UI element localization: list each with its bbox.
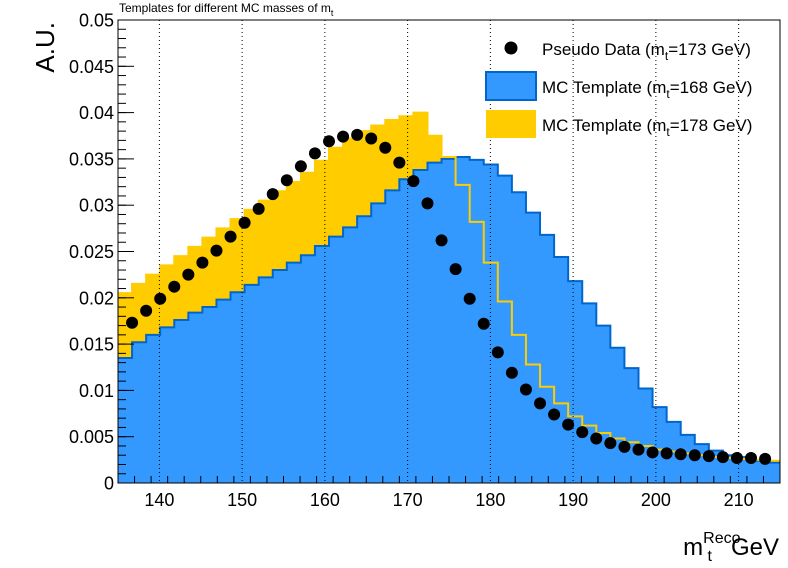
data-point — [688, 449, 701, 462]
x-tick-label: 180 — [475, 490, 505, 510]
data-point — [252, 202, 265, 215]
data-point — [519, 383, 532, 396]
data-point — [674, 448, 687, 461]
x-tick-label: 140 — [144, 490, 174, 510]
legend-marker-pseudo-data — [504, 41, 518, 55]
data-point — [407, 175, 420, 188]
x-tick-label: 190 — [558, 490, 588, 510]
data-point — [660, 447, 673, 460]
data-point — [308, 147, 321, 160]
data-point — [365, 132, 378, 145]
legend-entry-mc-168: MC Template (mt=168 GeV) — [485, 71, 752, 101]
y-tick-label: 0.04 — [79, 103, 114, 123]
data-point — [505, 366, 518, 379]
data-point — [337, 130, 350, 143]
legend-label-mc-178: MC Template (mt=178 GeV) — [542, 116, 752, 139]
data-point — [140, 304, 153, 317]
data-point — [224, 230, 237, 243]
data-point — [266, 188, 279, 201]
data-point — [576, 426, 589, 439]
y-tick-label: 0.05 — [79, 11, 114, 31]
data-point — [646, 446, 659, 459]
x-axis-label: mReco t GeV — [683, 530, 779, 565]
y-tick-label: 0.035 — [69, 149, 114, 169]
data-point — [435, 234, 448, 247]
data-point — [182, 268, 195, 281]
legend-entry-mc-178: MC Template (mt=178 GeV) — [486, 110, 752, 139]
data-point — [323, 135, 336, 148]
pseudo-data-markers — [126, 128, 772, 465]
y-tick-label: 0.005 — [69, 427, 114, 447]
y-axis-label: A.U. — [30, 22, 60, 73]
legend-label-mc-168: MC Template (mt=168 GeV) — [542, 78, 752, 101]
data-point — [548, 408, 561, 421]
data-point — [491, 346, 504, 359]
y-tick-label: 0.015 — [69, 335, 114, 355]
mc-168-outline — [118, 156, 780, 464]
data-point — [238, 216, 251, 229]
y-tick-label: 0.03 — [79, 196, 114, 216]
data-point — [604, 437, 617, 450]
data-point — [702, 450, 715, 463]
data-point — [126, 316, 139, 329]
y-tick-label: 0.025 — [69, 242, 114, 262]
y-axis: 0 0.005 0.01 0.015 0.02 0.025 0.03 0.035 0.04 0.0… — [69, 11, 134, 494]
data-point — [393, 156, 406, 169]
data-point — [379, 141, 392, 154]
data-point — [294, 160, 307, 173]
y-tick-label: 0 — [104, 474, 114, 494]
x-tick-label: 160 — [310, 490, 340, 510]
data-point — [562, 418, 575, 431]
mc-168-fill — [118, 157, 780, 484]
legend-swatch-mc-168 — [485, 71, 537, 101]
data-point — [590, 432, 603, 445]
y-tick-label: 0.045 — [69, 57, 114, 77]
y-tick-label: 0.02 — [79, 288, 114, 308]
data-point — [534, 397, 547, 410]
y-tick-label: 0.01 — [79, 381, 114, 401]
x-tick-label: 150 — [227, 490, 257, 510]
data-point — [463, 292, 476, 305]
data-point — [210, 244, 223, 257]
legend-entry-pseudo-data: Pseudo Data (mt=173 GeV) — [504, 40, 751, 63]
data-point — [196, 256, 209, 269]
data-point — [168, 280, 181, 293]
data-point — [154, 292, 167, 305]
histogram-fills — [118, 111, 780, 484]
data-point — [730, 452, 743, 464]
data-point — [716, 451, 729, 464]
legend-swatch-mc-178 — [486, 110, 536, 138]
x-tick-label: 210 — [724, 490, 754, 510]
data-point — [449, 263, 462, 276]
legend-label-pseudo-data: Pseudo Data (mt=173 GeV) — [542, 40, 751, 63]
chart-title: Templates for different MC masses of mt — [119, 1, 334, 18]
data-point — [351, 128, 364, 141]
data-point — [280, 174, 293, 187]
data-point — [745, 452, 758, 464]
x-tick-label: 200 — [641, 490, 671, 510]
data-point — [632, 443, 645, 456]
x-axis: 140 150 160 170 180 190 200 210 — [117, 476, 781, 510]
data-point — [477, 317, 490, 330]
x-tick-label: 170 — [393, 490, 423, 510]
legend: Pseudo Data (mt=173 GeV) MC Template (mt… — [485, 40, 752, 139]
data-point — [618, 440, 631, 453]
data-point — [421, 197, 434, 210]
data-point — [759, 452, 772, 465]
